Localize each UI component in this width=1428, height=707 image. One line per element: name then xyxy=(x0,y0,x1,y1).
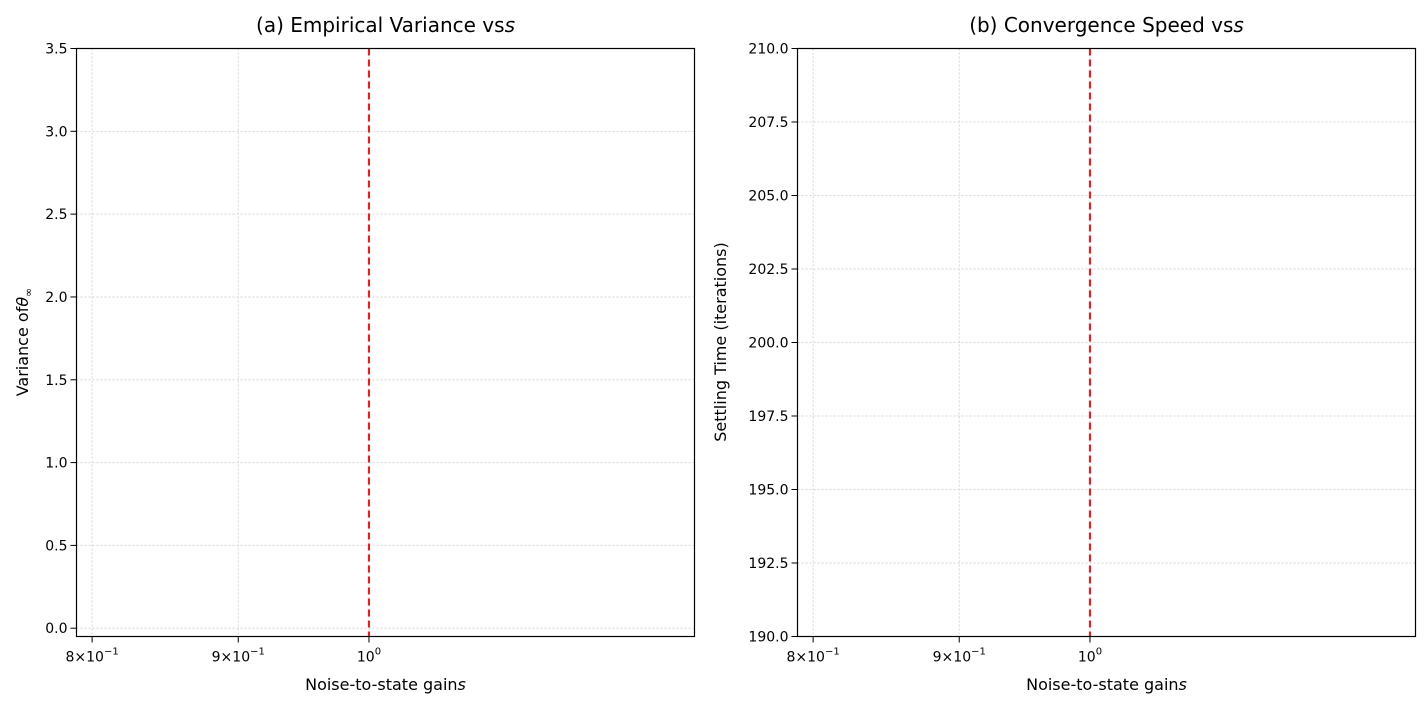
panel-a-xtick-label: 8×10−1 xyxy=(65,647,118,666)
panel-a-ticks: 8×10−1 9×10−1 100 0.0 0.5 1.0 1.5 2.0 2.5 3.0 3.5 xyxy=(45,42,381,666)
panel-b-xtick-label: 9×10−1 xyxy=(933,647,986,666)
panel-a-ytick-label: 1.0 xyxy=(45,456,67,472)
panel-a-xlabel: Noise-to-state gains xyxy=(305,675,466,694)
panel-b: (b) Convergence Speed vss 8×10−1 9×10−1 10… xyxy=(711,13,1417,694)
panel-b-title: (b) Convergence Speed vss xyxy=(969,13,1244,37)
panel-a-ytick-label: 3.0 xyxy=(45,124,67,140)
panel-a-ylabel: Variance ofθ∞ xyxy=(13,288,35,397)
panel-b-xlabel: Noise-to-state gains xyxy=(1026,675,1187,694)
panel-b-ytick-label: 195.0 xyxy=(748,483,788,499)
panel-a-grid xyxy=(76,48,695,637)
panel-b-ytick-label: 210.0 xyxy=(748,42,788,58)
panel-a-frame xyxy=(75,47,696,638)
panel-a-ytick-label: 0.5 xyxy=(45,538,67,554)
panel-a-xtick-label: 9×10−1 xyxy=(212,647,265,666)
panel-b-ylabel: Settling Time (iterations) xyxy=(711,242,730,441)
panel-a-xtick-label: 100 xyxy=(357,647,381,666)
panel-b-ytick-label: 205.0 xyxy=(748,189,788,205)
panel-b-grid xyxy=(797,48,1416,637)
panel-a-ytick-label: 0.0 xyxy=(45,621,67,637)
panel-b-ytick-label: 197.5 xyxy=(748,409,788,425)
panel-b-ticks: 8×10−1 9×10−1 100 190.0 192.5 195.0 197.5 200.0… xyxy=(748,42,1102,666)
panel-a: (a) Empirical Variance vss 8×10−1 9×10−1 1… xyxy=(13,13,696,694)
panel-a-title: (a) Empirical Variance vss xyxy=(256,13,515,37)
panel-b-xtick-label: 8×10−1 xyxy=(786,647,839,666)
panel-b-ytick-label: 200.0 xyxy=(748,336,788,352)
panel-b-frame xyxy=(796,47,1417,638)
panel-a-ytick-label: 3.5 xyxy=(45,42,67,58)
panel-b-ytick-label: 207.5 xyxy=(748,115,788,131)
panel-b-ytick-label: 190.0 xyxy=(748,630,788,646)
panel-a-ytick-label: 1.5 xyxy=(45,373,67,389)
panel-b-ytick-label: 202.5 xyxy=(748,262,788,278)
panel-b-xtick-label: 100 xyxy=(1078,647,1102,666)
panel-a-ytick-label: 2.5 xyxy=(45,207,67,223)
panel-a-ytick-label: 2.0 xyxy=(45,290,67,306)
panel-b-ytick-label: 192.5 xyxy=(748,556,788,572)
